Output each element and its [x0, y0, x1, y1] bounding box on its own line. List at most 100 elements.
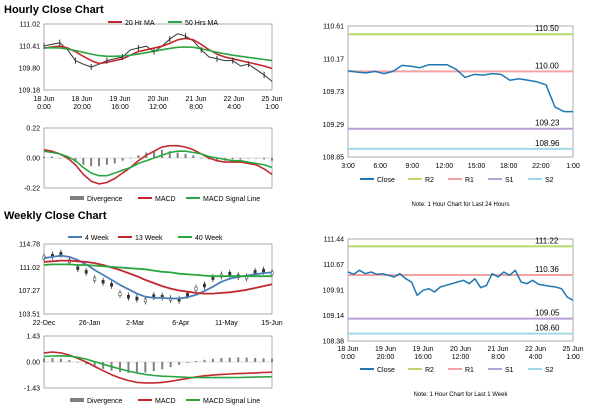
hourly-title: Hourly Close Chart	[4, 4, 104, 16]
hourly-series-50-hrs-ma	[43, 46, 273, 62]
weekly-macd-divergence-bar	[228, 357, 231, 362]
weekly-candle-body	[253, 270, 257, 274]
hourly-levels-frame	[347, 25, 574, 158]
hourly-macd-divergence-bar	[168, 151, 171, 158]
hourly-levels-ytick: 110.17	[323, 56, 344, 63]
weekly-candle-body	[118, 292, 122, 296]
hourly-levels-note: Note: 1 Hour Chart for Last 24 Hours	[411, 202, 509, 208]
weekly-levels-level-label: 110.36	[535, 265, 559, 274]
weekly-macd-divergence-bar	[43, 358, 45, 362]
weekly-macd-ytick: -1.43	[24, 386, 40, 393]
weekly-macd-divergence-bar	[119, 362, 121, 372]
weekly-price-frame	[43, 243, 273, 315]
hourly-macd-signal-line	[43, 150, 273, 177]
weekly-candle-body	[135, 296, 139, 301]
hourly-levels-ytick: 109.29	[323, 122, 345, 129]
weekly-candle-body	[202, 283, 206, 288]
hourly-xtick: 16:00	[111, 104, 129, 111]
weekly-levels-xtick: 12:00	[452, 354, 470, 361]
weekly-macd-divergence-bar	[161, 362, 164, 370]
hourly-macd-divergence-bar	[105, 158, 108, 165]
weekly-xtick: 11-May	[215, 320, 238, 327]
weekly-levels-xtick: 18 Jun	[337, 346, 358, 353]
weekly-levels-level-label: 111.22	[535, 236, 559, 245]
weekly-levels-xtick: 20:00	[377, 354, 395, 361]
hourly-levels-legend-r1-label: R1	[465, 177, 474, 184]
weekly-levels-xtick: 19 Jun	[375, 346, 396, 353]
weekly-price-ytick: 107.27	[19, 288, 41, 295]
hourly-xtick: 20:00	[73, 104, 91, 111]
hourly-macd-divergence-bar	[247, 158, 250, 159]
hourly-macd-divergence-bar	[43, 156, 45, 158]
weekly-levels-note: Note: 1 Hour Chart for Last 1 Week	[414, 392, 509, 398]
hourly-xtick: 18 Jun	[33, 96, 54, 103]
hourly-macd-legend-divergence-label: Divergence	[87, 196, 123, 203]
hourly-levels-xtick: 1:00	[566, 163, 580, 170]
weekly-levels-ytick: 109.14	[323, 313, 345, 320]
weekly-levels-close-line	[347, 269, 574, 301]
hourly-macd-ytick: 0.22	[26, 126, 40, 133]
hourly-macd-legend-macd-label: MACD	[155, 196, 176, 203]
hourly-xtick: 19 Jun	[109, 96, 130, 103]
weekly-price-ytick: 103.51	[19, 312, 41, 319]
weekly-price-ytick: 111.02	[20, 265, 40, 272]
weekly-xtick: 6-Apr	[172, 320, 190, 327]
weekly-levels-ytick: 111.44	[324, 237, 344, 244]
hourly-xtick: 12:00	[149, 104, 167, 111]
hourly-macd-divergence-bar	[153, 151, 156, 158]
hourly-macd-divergence-bar	[50, 156, 53, 158]
hourly-xtick: 20 Jun	[147, 96, 168, 103]
hourly-macd-divergence-bar	[263, 158, 266, 160]
hourly-series-price	[43, 33, 273, 82]
weekly-levels-xtick: 0:00	[341, 354, 355, 361]
legend-4-week-label: 4 Week	[85, 235, 109, 242]
hourly-macd-divergence-bar	[192, 155, 195, 158]
hourly-xtick: 1:00	[265, 104, 279, 111]
weekly-macd-legend-divergence-swatch	[70, 398, 84, 402]
hourly-macd-divergence-bar	[200, 158, 203, 159]
weekly-levels-xtick: 22 Jun	[525, 346, 546, 353]
hourly-levels-level-label: 109.23	[535, 119, 560, 128]
hourly-levels-xtick: 6:00	[373, 163, 387, 170]
hourly-macd-divergence-bar	[98, 158, 101, 167]
hourly-levels-close-line	[347, 63, 573, 113]
hourly-macd-divergence-bar	[121, 158, 124, 161]
hourly-macd-legend-divergence-swatch	[70, 196, 84, 200]
weekly-candle-body	[84, 270, 88, 274]
hourly-levels-level-label: 108.96	[535, 139, 560, 148]
hourly-macd-divergence-bar	[137, 155, 140, 158]
weekly-price-ytick: 114.78	[19, 242, 40, 249]
hourly-levels-level-label: 110.00	[535, 61, 559, 70]
hourly-levels-legend-s1-label: S1	[505, 177, 514, 184]
weekly-macd-divergence-bar	[203, 359, 206, 362]
weekly-macd-divergence-bar	[178, 362, 181, 365]
weekly-levels-ytick: 108.38	[323, 339, 345, 346]
weekly-macd-divergence-bar	[59, 358, 62, 362]
hourly-xtick: 18 Jun	[71, 96, 92, 103]
weekly-macd-divergence-bar	[51, 358, 54, 362]
weekly-macd-divergence-bar	[237, 357, 240, 362]
hourly-levels-xtick: 15:00	[468, 163, 486, 170]
weekly-macd-divergence-bar	[220, 358, 223, 362]
weekly-xtick: 15-Jun	[261, 320, 283, 327]
weekly-levels-level-label: 109.05	[535, 309, 560, 318]
hourly-xtick: 25 Jun	[261, 96, 282, 103]
hourly-macd-ytick: -0.22	[24, 186, 40, 193]
weekly-candle-body	[228, 271, 232, 276]
hourly-macd-divergence-bar	[160, 149, 163, 158]
weekly-macd-divergence-bar	[85, 362, 88, 365]
weekly-candle-body	[101, 280, 105, 284]
hourly-price-ytick: 110.41	[19, 44, 40, 51]
weekly-macd-divergence-bar	[76, 362, 79, 363]
hourly-macd-divergence-bar	[129, 158, 132, 159]
hourly-levels-level-label: 110.50	[535, 24, 559, 33]
hourly-macd-divergence-bar	[255, 158, 258, 159]
hourly-levels-xtick: 18:00	[500, 163, 518, 170]
hourly-levels-ytick: 108.85	[323, 155, 345, 162]
weekly-levels-legend-r1-label: R1	[465, 367, 474, 374]
weekly-levels-xtick: 20 Jun	[450, 346, 471, 353]
weekly-series-40-week	[43, 263, 272, 278]
hourly-xtick: 21 Jun	[185, 96, 206, 103]
weekly-xtick: 2-Mar	[126, 320, 145, 327]
